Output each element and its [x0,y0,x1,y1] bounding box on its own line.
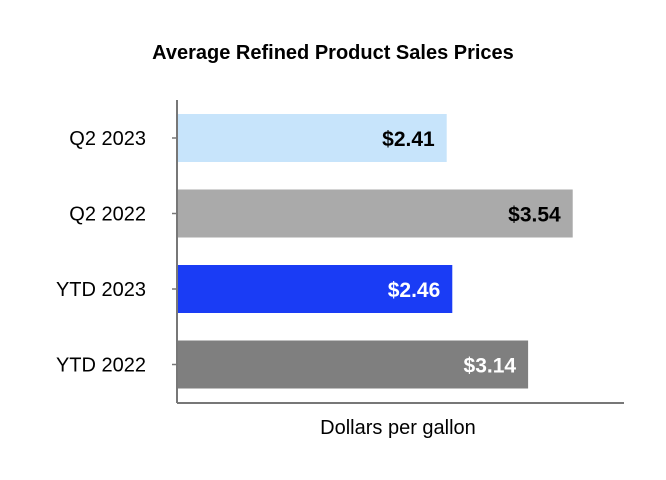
x-axis-title: Dollars per gallon [320,417,476,439]
data-label: $3.54 [508,204,561,227]
category-label: YTD 2022 [56,355,146,377]
bar-q2-2022 [178,189,573,238]
chart-title: Average Refined Product Sales Prices [152,42,514,64]
bar-ytd-2023 [178,265,453,313]
bar-q2-2023 [178,114,447,162]
bars-group [172,114,573,389]
category-label: Q2 2023 [69,128,146,150]
bar-ytd-2022 [178,340,529,389]
category-label: Q2 2022 [69,204,146,226]
data-label: $2.41 [382,128,435,151]
data-label: $2.46 [388,279,441,302]
data-label: $3.14 [464,355,517,378]
labels-group: Q2 2023 $2.41 Q2 2022 $3.54 YTD 2023 $2.46 YTD… [56,128,561,378]
category-label: YTD 2023 [56,279,146,301]
